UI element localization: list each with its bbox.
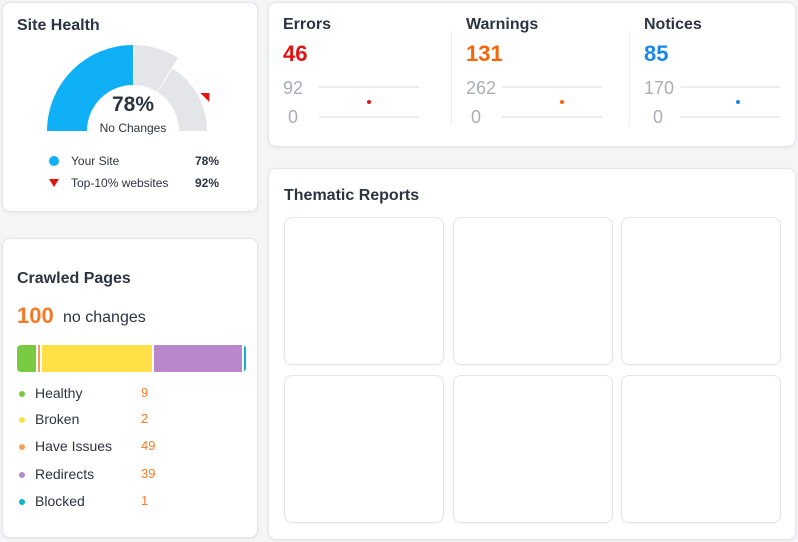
category-broken[interactable]: Broken 2	[17, 410, 237, 428]
category-label: Blocked	[35, 493, 85, 509]
warnings-count[interactable]: 131	[466, 41, 503, 66]
category-label: Redirects	[35, 466, 95, 482]
site-health-title: Site Health	[17, 17, 100, 34]
category-redirects[interactable]: Redirects 39	[17, 465, 237, 483]
stacked-bar-segment[interactable]	[17, 345, 38, 372]
legend-top-websites-value: 92%	[195, 176, 220, 190]
errors-axis-max: 92	[283, 78, 304, 98]
notices-axis-min: 0	[653, 107, 664, 127]
category-value[interactable]: 1	[141, 493, 149, 508]
warnings-widget[interactable]: Warnings 131 262 0	[466, 3, 626, 148]
site-health-gauge	[47, 45, 210, 131]
notices-widget[interactable]: Notices 85 170 0	[644, 3, 794, 148]
site-health-percent: 78%	[111, 93, 155, 116]
crawled-pages-status: no changes	[63, 309, 146, 326]
thematic-reports-title: Thematic Reports	[284, 187, 420, 204]
warnings-label: Warnings	[466, 16, 539, 33]
legend-your-site-label: Your Site	[71, 154, 120, 168]
thematic-report-tile[interactable]	[284, 375, 444, 523]
gauge-score-arc	[47, 45, 133, 131]
notices-sparkline	[680, 86, 780, 118]
category-value[interactable]: 2	[141, 411, 149, 426]
divider	[451, 31, 452, 125]
errors-point	[367, 100, 371, 104]
notices-point	[736, 100, 740, 104]
healthy-dot-icon	[19, 391, 25, 397]
warnings-sparkline	[502, 86, 602, 118]
broken-dot-icon	[19, 417, 25, 423]
benchmark-marker	[200, 92, 210, 102]
notices-axis-max: 170	[644, 78, 675, 98]
thematic-report-tile[interactable]	[284, 217, 444, 365]
errors-count[interactable]: 46	[283, 41, 308, 66]
thematic-reports-card: Thematic Reports	[268, 168, 796, 540]
stacked-bar-segment[interactable]	[154, 345, 244, 372]
site-health-card: Site Health 78% No Changes Your Site 78%…	[2, 2, 258, 212]
warnings-axis-max: 262	[466, 78, 497, 98]
gauge-remaining-arc	[133, 45, 178, 92]
stacked-bar-segment[interactable]	[37, 345, 43, 372]
category-value[interactable]: 9	[141, 385, 149, 400]
stacked-bar-segment[interactable]	[243, 345, 246, 372]
errors-axis-min: 0	[288, 107, 299, 127]
warnings-point	[560, 100, 564, 104]
category-blocked[interactable]: Blocked 1	[17, 492, 237, 510]
thematic-report-tile[interactable]	[621, 375, 781, 523]
crawled-pages-stacked-bar	[17, 345, 246, 372]
thematic-report-tile[interactable]	[621, 217, 781, 365]
redirects-dot-icon	[19, 472, 25, 478]
category-value[interactable]: 39	[141, 466, 156, 481]
crawled-pages-title: Crawled Pages	[17, 270, 131, 287]
category-label: Healthy	[35, 385, 83, 401]
category-value[interactable]: 49	[141, 438, 156, 453]
issues-summary-card: Errors 46 92 0 Warnings 131 262 0 Notice…	[268, 2, 796, 147]
category-have-issues[interactable]: Have Issues 49	[17, 437, 237, 455]
category-label: Have Issues	[35, 438, 113, 454]
warnings-axis-min: 0	[471, 107, 482, 127]
category-label: Broken	[35, 411, 80, 427]
have-issues-dot-icon	[19, 444, 25, 450]
thematic-report-tile[interactable]	[453, 217, 613, 365]
site-health-subtitle: No Changes	[99, 121, 167, 135]
top-websites-triangle-icon	[49, 179, 59, 187]
notices-label: Notices	[644, 16, 702, 33]
thematic-report-tile[interactable]	[453, 375, 613, 523]
divider	[629, 31, 630, 125]
blocked-dot-icon	[19, 499, 25, 505]
gauge-remaining-arc	[157, 68, 207, 131]
category-healthy[interactable]: Healthy 9	[17, 384, 237, 402]
crawled-pages-card: Crawled Pages 100 no changes Healthy 9 B…	[2, 238, 258, 538]
errors-sparkline	[319, 86, 419, 118]
your-site-dot-icon	[49, 156, 59, 166]
legend-your-site-value: 78%	[195, 154, 220, 168]
stacked-bar-segment[interactable]	[42, 345, 155, 372]
errors-widget[interactable]: Errors 46 92 0	[283, 3, 443, 148]
legend-top-websites-label: Top-10% websites	[71, 176, 169, 190]
errors-label: Errors	[283, 16, 332, 33]
notices-count[interactable]: 85	[644, 41, 669, 66]
crawled-pages-count[interactable]: 100	[17, 303, 54, 328]
